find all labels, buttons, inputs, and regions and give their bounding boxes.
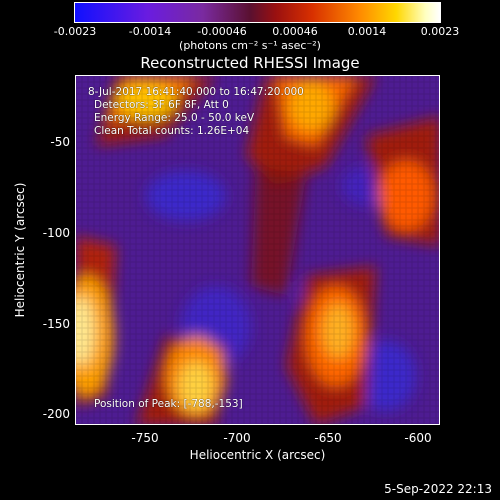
colorbar-tick: -0.0014: [128, 25, 172, 38]
colorbar-tick: 0.0023: [420, 25, 460, 38]
colorbar-unit: (photons cm⁻² s⁻¹ asec⁻²): [179, 39, 321, 52]
x-tick: -700: [223, 431, 251, 445]
time-range: 8-Jul-2017 16:41:40.000 to 16:47:20.000: [88, 86, 304, 98]
colorbar-tick: 0.00046: [272, 25, 318, 38]
total-counts: Clean Total counts: 1.26E+04: [94, 125, 250, 137]
y-tick: -100: [42, 226, 70, 240]
x-tick: -600: [404, 431, 432, 445]
colorbar-tick: -0.00046: [197, 25, 247, 38]
y-axis-label: Heliocentric Y (arcsec): [13, 182, 27, 318]
x-tick: -750: [131, 431, 159, 445]
x-tick: -650: [314, 431, 342, 445]
y-tick: -50: [50, 135, 70, 149]
timestamp: 5-Sep-2022 22:13: [384, 482, 492, 496]
plot-title: Reconstructed RHESSI Image: [140, 54, 360, 72]
flux-map: [76, 76, 439, 424]
colorbar-tick: -0.0023: [53, 25, 97, 38]
energy-range: Energy Range: 25.0 - 50.0 keV: [94, 112, 255, 124]
peak-position: Position of Peak: [-788,-153]: [94, 398, 243, 410]
y-tick: -150: [42, 317, 70, 331]
colorbar: [74, 2, 441, 23]
detectors-info: Detectors: 3F 6F 8F, Att 0: [94, 99, 229, 111]
colorbar-tick: 0.0014: [347, 25, 387, 38]
y-tick: -200: [42, 407, 70, 421]
image-plot: 8-Jul-2017 16:41:40.000 to 16:47:20.000 …: [75, 75, 440, 425]
x-axis-label: Heliocentric X (arcsec): [189, 448, 326, 462]
